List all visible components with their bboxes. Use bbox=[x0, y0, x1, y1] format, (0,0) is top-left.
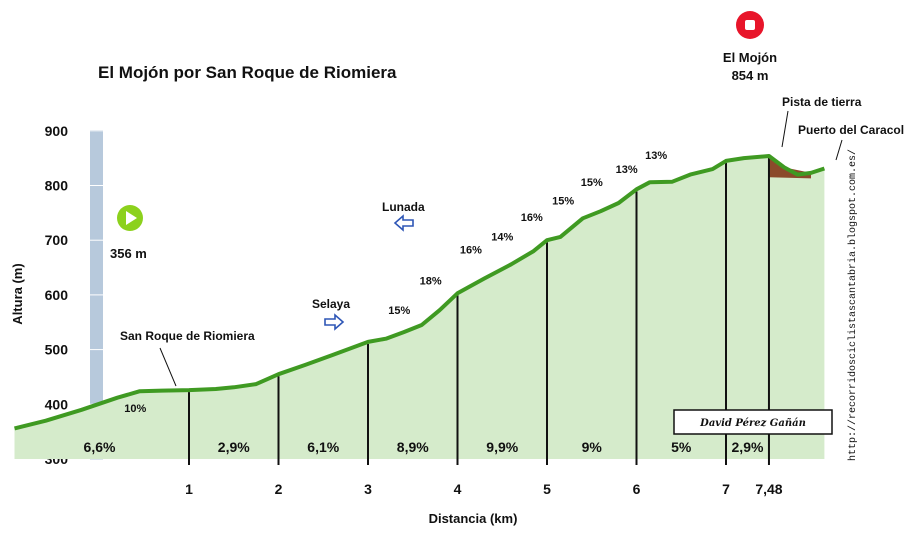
y-tick-label: 800 bbox=[45, 178, 69, 194]
chart-title: El Mojón por San Roque de Riomiera bbox=[98, 63, 397, 82]
san-roque-label: San Roque de Riomiera bbox=[120, 329, 255, 343]
y-tick-label: 900 bbox=[45, 123, 69, 139]
annotation-selaya: Selaya bbox=[312, 297, 350, 331]
segment-gradient-label: 2,9% bbox=[732, 439, 764, 455]
slope-label: 13% bbox=[645, 150, 667, 162]
x-axis-label: Distancia (km) bbox=[429, 511, 518, 526]
slope-label: 15% bbox=[552, 196, 574, 208]
caracol-label: Puerto del Caracol bbox=[798, 123, 904, 137]
annotation-san-roque: San Roque de Riomiera bbox=[120, 329, 255, 387]
source-url: http://recorridosciclistascantabria.blog… bbox=[847, 149, 859, 461]
elevation-area bbox=[14, 156, 825, 459]
y-axis-label: Altura (m) bbox=[10, 263, 25, 324]
segment-gradient-label: 9% bbox=[582, 439, 603, 455]
credit-box bbox=[673, 409, 833, 435]
stop-icon-square bbox=[745, 20, 755, 30]
segment-gradient-label: 2,9% bbox=[218, 439, 250, 455]
y-tick-label: 600 bbox=[45, 287, 69, 303]
segment-gradients: 6,6% 2,9% 6,1% 8,9% 9,9% 9% 5% 2,9% bbox=[84, 439, 764, 455]
x-tick-label: 7,48 bbox=[755, 481, 782, 497]
slope-label: 14% bbox=[491, 232, 513, 244]
x-tick-label: 2 bbox=[275, 481, 283, 497]
y-tick-label: 400 bbox=[45, 396, 69, 412]
x-tick-label: 4 bbox=[454, 481, 462, 497]
start-marker: 356 m bbox=[110, 205, 147, 261]
x-tick-label: 1 bbox=[185, 481, 193, 497]
san-roque-leader bbox=[159, 347, 177, 387]
lunada-label: Lunada bbox=[382, 200, 425, 214]
selaya-label: Selaya bbox=[312, 297, 350, 311]
segment-gradient-label: 6,1% bbox=[307, 439, 339, 455]
elevation-line bbox=[14, 154, 826, 431]
slope-label: 15% bbox=[581, 177, 603, 189]
summit-altitude: 854 m bbox=[732, 68, 769, 83]
slope-label: 13% bbox=[616, 164, 638, 176]
y-tick-label: 700 bbox=[45, 232, 69, 248]
segment-gradient-label: 5% bbox=[671, 439, 692, 455]
x-tick-label: 5 bbox=[543, 481, 551, 497]
slope-label: 16% bbox=[460, 244, 482, 256]
summit-name: El Mojón bbox=[723, 50, 777, 65]
segment-gradient-label: 8,9% bbox=[397, 439, 429, 455]
x-tick-label: 7 bbox=[722, 481, 730, 497]
pista-label: Pista de tierra bbox=[782, 95, 862, 109]
segment-gradient-label: 6,6% bbox=[84, 439, 116, 455]
start-altitude: 356 m bbox=[110, 246, 147, 261]
x-tick-label: 3 bbox=[364, 481, 372, 497]
right-arrow-icon bbox=[324, 313, 345, 331]
credit-text: David Pérez Gañán bbox=[699, 418, 806, 429]
slope-labels: 10% 15% 18% 16% 14% 16% 15% 15% 13% 13% bbox=[124, 150, 667, 415]
annotation-lunada: Lunada bbox=[382, 200, 425, 232]
annotation-caracol: Puerto del Caracol bbox=[798, 123, 904, 161]
x-tick-label: 6 bbox=[633, 481, 641, 497]
summit-marker: El Mojón 854 m bbox=[723, 11, 777, 83]
slope-label: 10% bbox=[124, 403, 146, 415]
y-tick-label: 500 bbox=[45, 342, 69, 358]
x-axis-ticks: 1 2 3 4 5 6 7 7,48 bbox=[185, 481, 783, 497]
slope-label: 15% bbox=[388, 305, 410, 317]
left-arrow-icon bbox=[393, 214, 414, 232]
play-icon-triangle bbox=[126, 211, 137, 225]
slope-label: 18% bbox=[420, 276, 442, 288]
slope-label: 16% bbox=[521, 212, 543, 224]
pista-leader bbox=[781, 110, 789, 148]
caracol-leader bbox=[835, 139, 843, 161]
author-credit: David Pérez Gañán bbox=[673, 409, 833, 435]
annotation-pista: Pista de tierra bbox=[781, 95, 862, 148]
segment-gradient-label: 9,9% bbox=[486, 439, 518, 455]
